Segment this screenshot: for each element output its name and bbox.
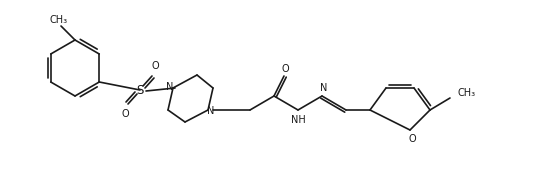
- Text: O: O: [281, 64, 289, 74]
- Text: CH₃: CH₃: [50, 15, 68, 25]
- Text: S: S: [136, 84, 144, 96]
- Text: O: O: [408, 134, 416, 144]
- Text: N: N: [166, 82, 174, 92]
- Text: NH: NH: [291, 115, 305, 125]
- Text: CH₃: CH₃: [458, 88, 476, 98]
- Text: O: O: [151, 61, 159, 71]
- Text: N: N: [320, 83, 328, 93]
- Text: O: O: [121, 109, 129, 119]
- Text: N: N: [207, 106, 214, 116]
